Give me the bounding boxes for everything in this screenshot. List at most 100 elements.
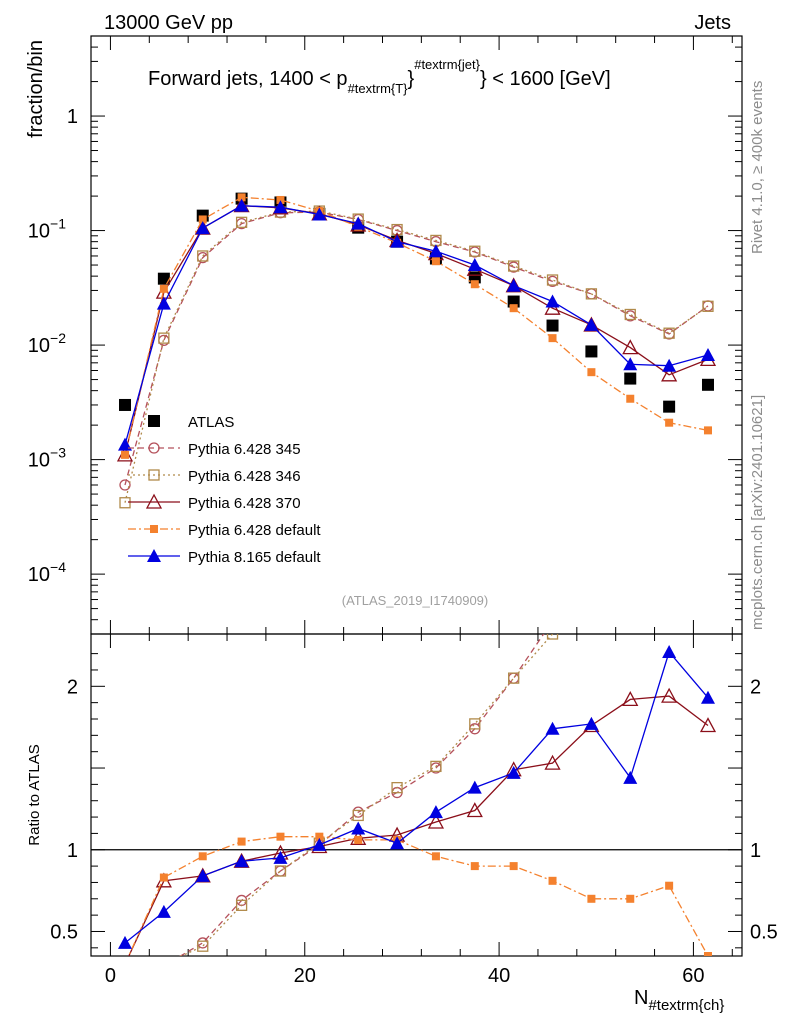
main-point-p346 bbox=[197, 250, 209, 262]
header-right: Jets bbox=[694, 12, 731, 34]
legend-label-p345: Pythia 6.428 345 bbox=[188, 441, 301, 458]
ratio-point-p370 bbox=[661, 687, 678, 703]
main-point-p8def bbox=[312, 207, 327, 221]
main-point-atlas bbox=[701, 378, 714, 391]
ratio-point-p6def bbox=[276, 832, 285, 841]
y-tick-label-base: 10 bbox=[28, 564, 50, 586]
main-point-p346 bbox=[702, 300, 714, 312]
main-point-atlas bbox=[624, 372, 637, 385]
legend-marker-p6def bbox=[150, 525, 158, 533]
chart-title-main: Forward jets, 1400 < p bbox=[148, 68, 348, 90]
main-point-p6def bbox=[198, 215, 207, 224]
main-point-p6def bbox=[431, 257, 440, 266]
ratio-point-p6def bbox=[159, 873, 168, 882]
chart-title-close: } bbox=[408, 68, 415, 90]
legend-marker-p345 bbox=[148, 442, 160, 454]
main-point-p370 bbox=[622, 339, 639, 355]
x-tick-label: 60 bbox=[682, 965, 704, 987]
main-line-p346 bbox=[124, 210, 709, 503]
ratio-line-p8def bbox=[124, 650, 709, 944]
main-point-p8def bbox=[234, 198, 249, 212]
y-tick-label: 10−1 bbox=[28, 216, 66, 243]
main-point-atlas bbox=[663, 400, 676, 413]
y-tick-label: 10−3 bbox=[28, 445, 66, 472]
rivet-label: Rivet 4.1.0, ≥ 400k events bbox=[749, 81, 766, 254]
ratio-point-p8def bbox=[351, 821, 366, 835]
x-tick-label: 40 bbox=[488, 965, 510, 987]
main-point-p6def bbox=[121, 450, 130, 459]
chart-title-sup: #textrm{jet} bbox=[414, 57, 480, 72]
main-point-p346 bbox=[235, 216, 248, 228]
main-line-p8def bbox=[124, 205, 709, 445]
ratio-point-p6def bbox=[315, 832, 324, 841]
main-point-p8def bbox=[428, 244, 443, 258]
chart-title-tail: } < 1600 [GeV] bbox=[480, 68, 611, 90]
ratio-point-p6def bbox=[548, 876, 557, 885]
ratio-point-p346 bbox=[546, 634, 559, 640]
main-point-p370 bbox=[544, 299, 561, 315]
ratio-point-p8def bbox=[584, 716, 599, 730]
main-point-p6def bbox=[509, 304, 518, 313]
y-tick-label-exp: −1 bbox=[50, 216, 66, 232]
y-axis-label: fraction/bin bbox=[25, 40, 47, 138]
y-tick-label-exp: −3 bbox=[50, 445, 66, 461]
ratio-point-p6def bbox=[431, 852, 440, 861]
header-left: 13000 GeV pp bbox=[104, 12, 233, 34]
ratio-point-p346 bbox=[235, 899, 248, 911]
tick-labels: 110−110−210−310−40.5 0.51 12 20 20 40 60 bbox=[28, 106, 778, 987]
ratio-point-p8def bbox=[156, 904, 171, 918]
main-point-p6def bbox=[237, 193, 246, 202]
main-point-p6def bbox=[470, 280, 479, 289]
ratio-point-p8def bbox=[428, 805, 443, 819]
ratio-point-p370 bbox=[699, 717, 717, 733]
main-point-p8def bbox=[118, 437, 133, 451]
main-point-p8def bbox=[273, 200, 288, 214]
main-point-p8def bbox=[662, 358, 677, 372]
ratio-point-p6def bbox=[587, 894, 596, 903]
ratio-point-p346 bbox=[197, 940, 209, 952]
main-point-p6def bbox=[587, 368, 596, 377]
ratio-y-tick-label: 1 bbox=[67, 840, 78, 862]
main-point-p346 bbox=[585, 288, 598, 300]
ratio-point-p8def bbox=[506, 765, 521, 779]
ratio-point-p370 bbox=[544, 754, 561, 770]
main-point-p346 bbox=[546, 274, 559, 286]
ratio-point-p346 bbox=[469, 718, 481, 730]
y-tick-label: 1 bbox=[67, 106, 78, 128]
ratio-point-p346 bbox=[508, 672, 520, 684]
y-tick-label-base: 10 bbox=[28, 221, 50, 243]
ratio-point-p370 bbox=[466, 802, 483, 818]
ratio-point-p6def bbox=[665, 881, 674, 890]
ratio-point-p345 bbox=[197, 937, 209, 949]
x-axis-label: N#textrm{ch} bbox=[634, 987, 724, 1014]
main-point-p345 bbox=[119, 479, 131, 491]
ratio-y-tick-label-right: 1 bbox=[750, 840, 761, 862]
main-point-p8def bbox=[467, 258, 482, 272]
ratio-y-axis-label: Ratio to ATLAS bbox=[26, 744, 43, 845]
main-point-p346 bbox=[119, 497, 131, 509]
ratio-point-p8def bbox=[234, 854, 249, 868]
ratio-frame bbox=[90, 633, 743, 957]
ratio-point-p345 bbox=[508, 672, 520, 684]
x-axis-label-main: N bbox=[634, 987, 648, 1009]
main-point-atlas bbox=[546, 319, 559, 332]
main-point-atlas bbox=[119, 398, 132, 411]
main-point-atlas bbox=[585, 345, 598, 358]
legend-label-p6def: Pythia 6.428 default bbox=[188, 522, 321, 539]
main-point-p6def bbox=[665, 418, 674, 427]
main-point-p8def bbox=[195, 221, 210, 235]
main-point-p8def bbox=[506, 278, 521, 292]
watermark: (ATLAS_2019_I1740909) bbox=[342, 593, 488, 608]
legend: ATLAS Pythia 6.428 345 Pythia 6.428 346 Pyt… bbox=[128, 414, 321, 566]
main-point-p346 bbox=[469, 245, 481, 257]
main-point-atlas bbox=[157, 272, 170, 285]
x-axis-label-sub: #textrm{ch} bbox=[648, 997, 724, 1014]
ratio-line-p6def bbox=[127, 836, 709, 956]
main-frame bbox=[90, 35, 743, 635]
ratio-point-p8def bbox=[623, 770, 638, 784]
main-point-p6def bbox=[276, 195, 285, 204]
ratio-point-p6def bbox=[198, 852, 207, 861]
ratio-point-p8def bbox=[545, 721, 560, 735]
main-point-p346 bbox=[663, 327, 675, 339]
